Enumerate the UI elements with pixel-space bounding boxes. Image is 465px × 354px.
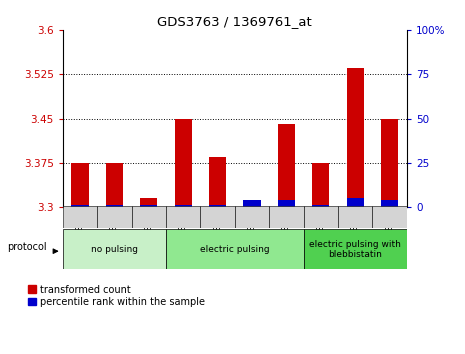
Bar (269, 206, 304, 228)
Bar (63, 229, 166, 269)
Bar (312, 205, 329, 207)
Bar (381, 200, 398, 207)
Bar (209, 205, 226, 207)
Bar (97, 206, 132, 228)
Bar (304, 206, 338, 228)
Text: electric pulsing with
blebbistatin: electric pulsing with blebbistatin (309, 240, 401, 259)
Bar (63, 206, 97, 228)
Bar (200, 206, 235, 228)
Bar (174, 205, 192, 207)
Bar (381, 119, 398, 207)
Bar (372, 206, 407, 228)
Bar (312, 163, 329, 207)
Bar (278, 125, 295, 207)
Bar (166, 206, 200, 228)
Bar (338, 206, 372, 228)
Bar (132, 206, 166, 228)
Legend: transformed count, percentile rank within the sample: transformed count, percentile rank withi… (28, 285, 205, 307)
Bar (346, 198, 364, 207)
Bar (304, 229, 407, 269)
Bar (174, 119, 192, 207)
Text: electric pulsing: electric pulsing (200, 245, 270, 254)
Bar (72, 163, 88, 207)
Bar (346, 68, 364, 207)
Bar (243, 200, 260, 207)
Bar (209, 157, 226, 207)
Bar (106, 163, 123, 207)
Bar (244, 204, 260, 207)
Bar (278, 200, 295, 207)
Bar (140, 198, 157, 207)
Text: protocol: protocol (7, 242, 47, 252)
Bar (166, 229, 304, 269)
Bar (106, 205, 123, 207)
Bar (72, 205, 88, 207)
Bar (140, 205, 157, 207)
Title: GDS3763 / 1369761_at: GDS3763 / 1369761_at (158, 15, 312, 28)
Text: no pulsing: no pulsing (91, 245, 138, 254)
Bar (235, 206, 269, 228)
